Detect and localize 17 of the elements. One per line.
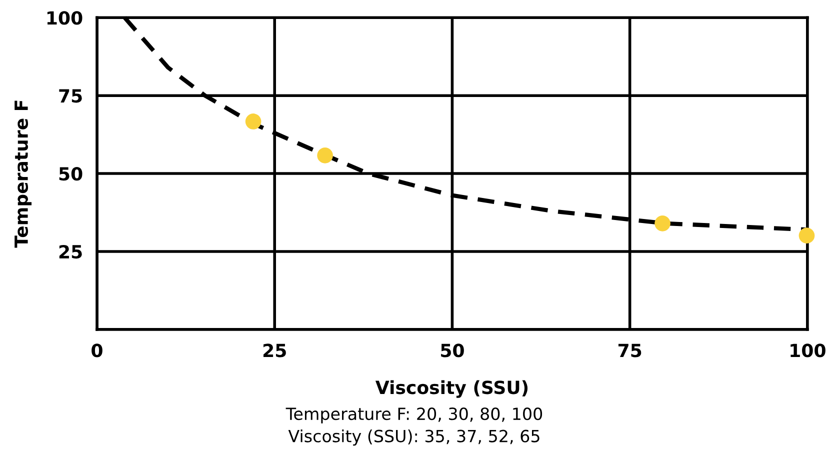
y-tick-label: 25	[59, 244, 82, 259]
text: Temperature F: 20, 30, 80, 100	[286, 408, 542, 424]
x-tick-label: 75	[618, 344, 642, 358]
point	[245, 114, 262, 130]
x-axis-title: Viscosity (SSU)	[375, 380, 528, 398]
x-tick-label: 50	[441, 344, 464, 358]
point	[654, 216, 670, 232]
text: Viscosity (SSU): 35, 37, 52, 65	[288, 429, 540, 446]
y-axis-title: Temperature F	[14, 100, 32, 248]
point	[317, 148, 333, 164]
y-tick-label: 100	[47, 11, 82, 25]
x-tick-label: 0	[92, 344, 102, 358]
point	[798, 228, 815, 244]
x-tick-label: 100	[790, 344, 826, 358]
y-tick-label: 75	[59, 89, 82, 103]
x-tick-label: 25	[263, 344, 286, 358]
y-tick-label: 50	[59, 166, 82, 181]
